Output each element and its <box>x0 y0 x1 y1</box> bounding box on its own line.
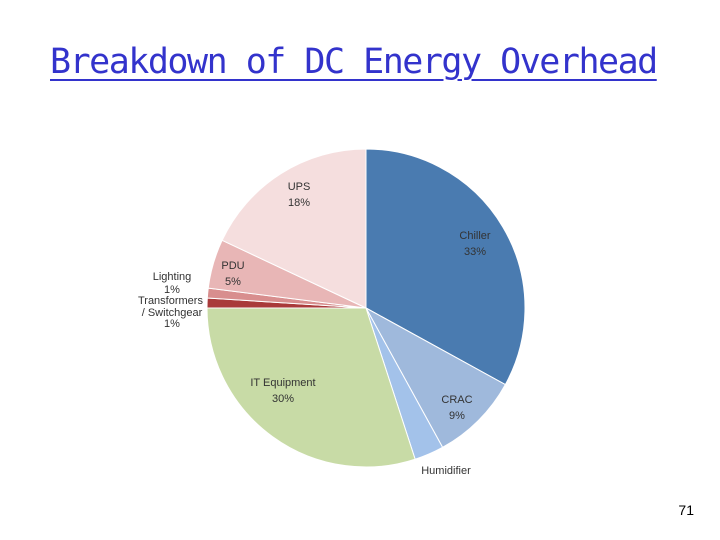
pct-chiller: 33% <box>464 246 486 258</box>
pct-lighting: 1% <box>164 284 180 296</box>
label-it-equipment: IT Equipment <box>250 377 315 389</box>
label-humidifier: Humidifier <box>421 465 471 477</box>
page-title: Breakdown of DC Energy Overhead <box>50 42 658 82</box>
pie-slice-ups <box>221 148 367 309</box>
label-transformers-line1: Transformers <box>138 295 203 307</box>
label-transformers-line2: / Switchgear <box>142 307 203 319</box>
label-ups: UPS <box>288 181 311 193</box>
label-pdu: PDU <box>221 260 244 272</box>
pie-slice-chiller <box>365 148 526 386</box>
pie-slice-it-equipment <box>206 307 416 468</box>
pct-pdu: 5% <box>225 276 241 288</box>
label-transformers: Transformers / Switchgear <box>138 295 206 319</box>
pct-it-equipment: 30% <box>272 393 294 405</box>
label-crac: CRAC <box>441 394 472 406</box>
page-number: 71 <box>678 502 694 518</box>
pct-transformers: 1% <box>164 318 180 330</box>
pct-crac: 9% <box>449 410 465 422</box>
pie-slice-crac <box>364 306 507 449</box>
label-chiller: Chiller <box>459 230 491 242</box>
label-lighting: Lighting <box>153 271 192 283</box>
pct-ups: 18% <box>288 197 310 209</box>
